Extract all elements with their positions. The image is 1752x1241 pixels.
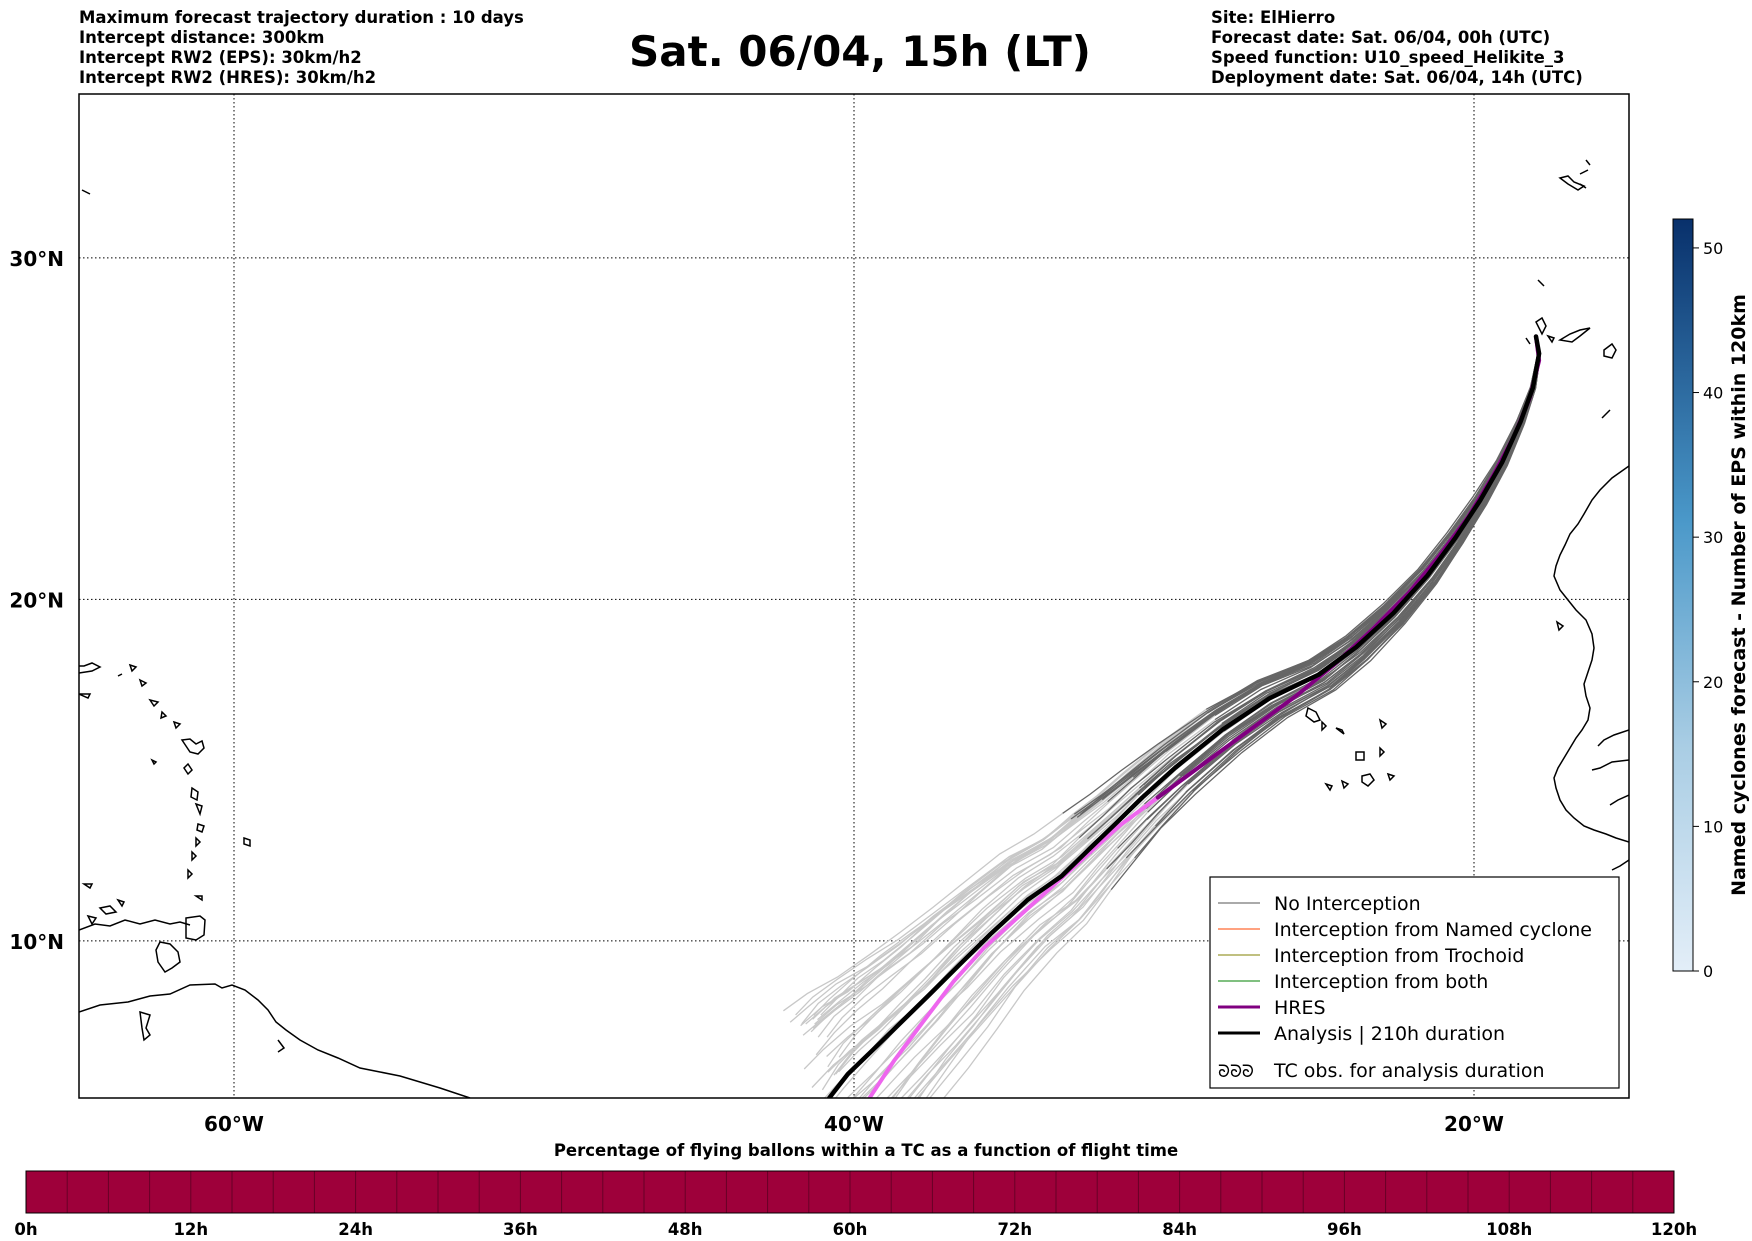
eps-member-track-late bbox=[826, 714, 1216, 1038]
bottom-colorbar-tick-label: 0h bbox=[14, 1220, 37, 1239]
eps-member-track-late bbox=[811, 794, 1136, 1088]
bottom-colorbar-tick-label: 72h bbox=[997, 1220, 1032, 1239]
eps-member-track-late bbox=[942, 889, 1112, 1098]
header-intercept-eps: Intercept RW2 (EPS): 30km/h2 bbox=[79, 48, 362, 67]
right-colorbar-tick-label: 30 bbox=[1703, 528, 1723, 547]
map-content bbox=[79, 159, 1629, 1098]
eps-member-track-late bbox=[821, 794, 1139, 1091]
legend-tc-obs-label: TC obs. for analysis duration bbox=[1273, 1060, 1545, 1082]
header-site: Site: ElHierro bbox=[1211, 8, 1336, 27]
eps-member-track-late bbox=[846, 803, 1145, 1098]
legend-label: Interception from Trochoid bbox=[1274, 945, 1524, 967]
bottom-colorbar-tick-label: 60h bbox=[833, 1220, 868, 1239]
eps-member-track-late bbox=[852, 804, 1149, 1098]
lat-tick-label: 30°N bbox=[9, 247, 64, 271]
legend-box bbox=[1209, 876, 1620, 1089]
lat-tick-label: 10°N bbox=[9, 930, 64, 954]
coastline-south-america bbox=[79, 189, 471, 1098]
eps-member-track-late bbox=[783, 812, 1064, 1012]
eps-member-track-late bbox=[812, 813, 1075, 1020]
eps-member-track-late bbox=[858, 775, 1180, 1098]
eps-member-track-late bbox=[795, 708, 1207, 1016]
right-colorbar-tick-label: 20 bbox=[1703, 673, 1723, 692]
bottom-colorbar-fill bbox=[25, 1170, 1675, 1214]
eps-member-track-late bbox=[838, 787, 1146, 1073]
eps-member-track-late bbox=[916, 791, 1187, 1098]
right-colorbar-tick-label: 10 bbox=[1703, 817, 1723, 836]
tc-obs-icon: ᘐᘐᘐ bbox=[1218, 1062, 1254, 1082]
legend-label: Interception from Named cyclone bbox=[1274, 919, 1592, 941]
eps-member-track-late bbox=[886, 847, 1119, 1098]
legend-label: No Interception bbox=[1274, 893, 1421, 915]
lon-tick-label: 60°W bbox=[204, 1112, 264, 1136]
legend-label: HRES bbox=[1274, 997, 1326, 1019]
bottom-colorbar-tick-label: 108h bbox=[1486, 1220, 1532, 1239]
right-colorbar-tick-label: 50 bbox=[1703, 239, 1723, 258]
eps-member-track bbox=[1073, 336, 1540, 815]
header-speed-function: Speed function: U10_speed_Helikite_3 bbox=[1211, 48, 1565, 67]
right-colorbar-label: Named cyclones forecast - Number of EPS … bbox=[1728, 294, 1750, 896]
header-intercept-hres: Intercept RW2 (HRES): 30km/h2 bbox=[79, 68, 377, 87]
page-title: Sat. 06/04, 15h (LT) bbox=[629, 27, 1091, 76]
bottom-colorbar-tick-label: 12h bbox=[173, 1220, 208, 1239]
lon-tick-label: 40°W bbox=[824, 1112, 884, 1136]
legend-label: Interception from both bbox=[1274, 971, 1488, 993]
bottom-colorbar-tick-label: 96h bbox=[1327, 1220, 1362, 1239]
right-colorbar-gradient bbox=[1672, 218, 1694, 972]
map-axis-labels: 60°W 40°W 20°W 10°N 20°N 30°N bbox=[9, 247, 1504, 1136]
right-colorbar: 0 10 20 30 40 50 Named cyclones forecast - Nu… bbox=[1672, 218, 1750, 981]
bottom-colorbar-tick-label: 36h bbox=[503, 1220, 538, 1239]
eps-member-track-late bbox=[789, 712, 1208, 1023]
bottom-colorbar-tick-label: 120h bbox=[1651, 1220, 1697, 1239]
bottom-colorbar-tick-label: 24h bbox=[338, 1220, 373, 1239]
eps-member-track-late bbox=[918, 857, 1127, 1098]
bottom-colorbar: Percentage of flying ballons within a TC… bbox=[14, 1141, 1697, 1239]
legend-label: Analysis | 210h duration bbox=[1274, 1023, 1505, 1045]
header-intercept-distance: Intercept distance: 300km bbox=[79, 28, 325, 47]
eps-member-track-late bbox=[817, 801, 1109, 1038]
legend: No Interception Interception from Named c… bbox=[1209, 876, 1620, 1089]
right-colorbar-tick-label: 0 bbox=[1703, 962, 1713, 981]
header-deployment-date: Deployment date: Sat. 06/04, 14h (UTC) bbox=[1211, 68, 1583, 87]
header-duration: Maximum forecast trajectory duration : 1… bbox=[79, 8, 524, 27]
map-frame bbox=[78, 93, 1630, 1099]
eps-member-track-late bbox=[900, 783, 1187, 1098]
lat-tick-label: 20°N bbox=[9, 588, 64, 612]
eps-member-track-late bbox=[890, 819, 1148, 1098]
header-left-info: Maximum forecast trajectory duration : 1… bbox=[79, 8, 524, 88]
eps-member-track-late bbox=[875, 811, 1149, 1098]
lon-tick-label: 20°W bbox=[1444, 1112, 1504, 1136]
analysis-track bbox=[826, 334, 1542, 1098]
header-right-info: Site: ElHierro Forecast date: Sat. 06/04… bbox=[1211, 8, 1583, 88]
right-colorbar-tick-label: 40 bbox=[1703, 384, 1723, 403]
eps-member-track-late bbox=[913, 825, 1157, 1098]
bottom-colorbar-title: Percentage of flying ballons within a TC… bbox=[554, 1141, 1178, 1160]
bottom-colorbar-tick-label: 48h bbox=[668, 1220, 703, 1239]
eps-member-track-late bbox=[826, 719, 1222, 1057]
eps-member-track-late bbox=[908, 787, 1191, 1098]
coastline-africa bbox=[1305, 159, 1629, 871]
bottom-colorbar-tick-label: 84h bbox=[1162, 1220, 1197, 1239]
header-forecast-date: Forecast date: Sat. 06/04, 00h (UTC) bbox=[1211, 28, 1551, 47]
eps-member-track bbox=[1190, 336, 1541, 789]
eps-member-track-late bbox=[929, 790, 1193, 1098]
